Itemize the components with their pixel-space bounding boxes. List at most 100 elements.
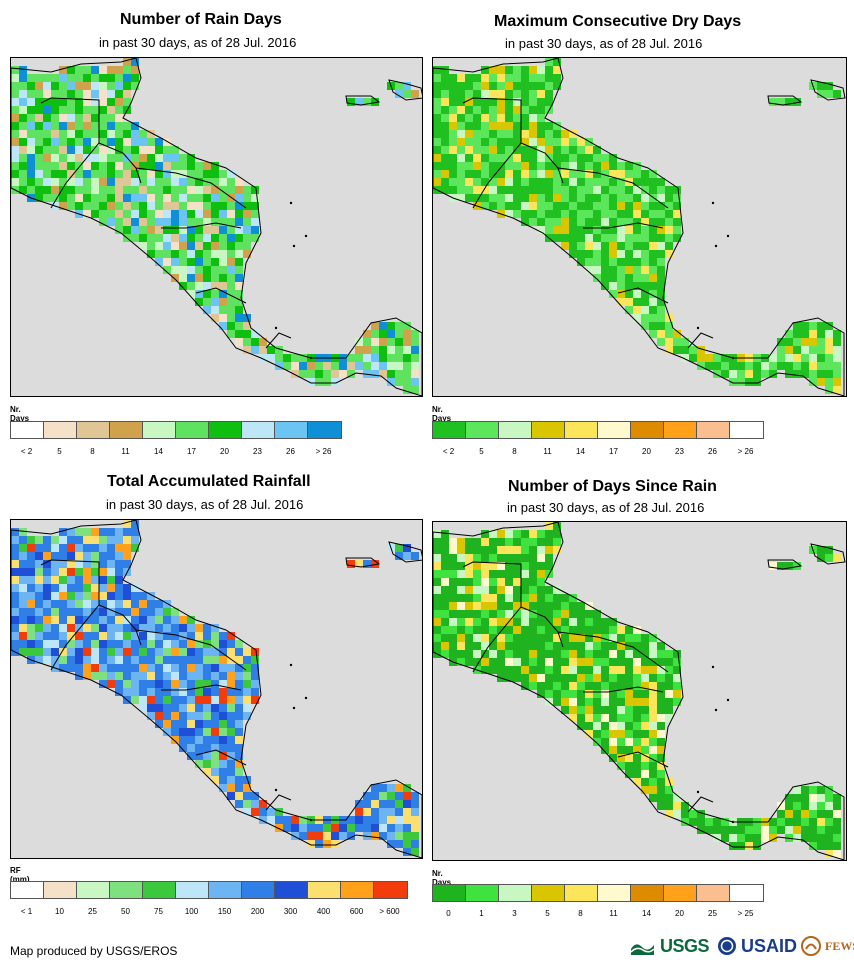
legend-swatch [341,882,374,898]
legend-tick-label: 0 [446,909,451,918]
coastline [11,58,422,396]
panel-title: Maximum Consecutive Dry Days [494,13,742,30]
legend-tick-label: 14 [154,447,163,456]
legend-swatch [44,422,77,438]
country-border [687,796,714,813]
legend-swatch [433,422,466,438]
legend-tick-label: 17 [187,447,196,456]
country-border [195,287,247,304]
country-border [161,222,242,229]
country-border [40,559,100,671]
legend-tick-label: 3 [512,909,517,918]
country-border [135,629,247,671]
legend-swatch [730,422,763,438]
legend-tick-label: 8 [90,447,95,456]
legend-swatch [565,885,598,901]
legend-tick-label: 26 [708,447,717,456]
panel-title: Number of Rain Days [120,11,282,28]
legend-tick-label: 1 [479,909,484,918]
legend-swatch [110,422,143,438]
rain-days-map [10,57,423,397]
legend-swatch [110,882,143,898]
legend-tick-label: 11 [609,909,618,918]
country-border [462,561,522,673]
legend-swatch [631,885,664,901]
legend-colorbar [10,421,342,439]
legend-units: Nr. Days [432,869,452,887]
country-border [557,167,669,209]
fews-net-logo: FEWS NET [825,938,854,953]
small-island [714,244,718,248]
land-grid [433,522,841,858]
legend-tick-label: > 600 [379,907,400,916]
small-island [309,356,313,360]
usgs-logo: USGS [660,935,710,956]
legend-swatch [664,885,697,901]
country-border [462,97,522,209]
usgs-logo-icon [630,944,655,955]
legend-swatch [631,422,664,438]
legend-tick-label: 5 [479,447,484,456]
small-island [292,706,296,710]
legend-tick-label: < 1 [20,907,33,916]
legend-colorbar [10,881,408,899]
country-border [98,142,142,184]
country-border [687,332,714,349]
legend-swatch [176,882,209,898]
land-grid [11,58,419,394]
small-island [696,326,700,330]
legend-swatch [499,422,532,438]
legend-ticks: < 2 5 8 11 14 17 20 23 26 > 26 [10,447,340,459]
country-border [557,631,669,673]
legend-swatch [532,422,565,438]
legend-tick-label: 23 [675,447,684,456]
country-border [265,332,292,349]
legend-tick-label: 17 [609,447,618,456]
coastline [433,58,846,396]
small-island [696,790,700,794]
legend-swatch [466,422,499,438]
usaid-seal-icon [718,937,737,955]
legend-tick-label: 14 [576,447,585,456]
small-island [309,818,313,822]
country-border [135,167,247,209]
legend-swatch [598,885,631,901]
legend-units: Nr. Days [10,405,30,423]
legend-tick-label: 8 [512,447,517,456]
country-border [583,686,664,693]
legend-tick-label: 150 [217,907,232,916]
small-island [274,326,278,330]
partner-logos: USGS USAID FEWS NET [630,930,854,962]
legend-tick-label: < 2 [442,447,455,456]
legend-tick-label: 20 [675,909,684,918]
legend-tick-label: 600 [349,907,364,916]
legend-tick-label: 75 [154,907,163,916]
legend-tick-label: 20 [220,447,229,456]
legend-tick-label: > 26 [315,447,332,456]
small-island [289,201,293,205]
legend-tick-label: 11 [543,447,552,456]
small-island [731,356,735,360]
small-island [731,820,735,824]
legend-colorbar [432,421,764,439]
legend-tick-label: < 2 [20,447,33,456]
legend-swatch [308,422,341,438]
country-border [265,794,292,811]
legend-swatch [466,885,499,901]
small-island [292,244,296,248]
legend-swatch [730,885,763,901]
legend-tick-label: 5 [57,447,62,456]
max-dry-days-map [432,57,847,397]
small-island [304,696,308,700]
legend-tick-label: > 26 [737,447,754,456]
fews-net-icon [801,936,822,956]
legend-swatch [209,882,242,898]
panel-title: Number of Days Since Rain [508,478,717,495]
legend-colorbar [432,884,764,902]
small-island [714,708,718,712]
small-island [289,663,293,667]
legend-tick-label: 23 [253,447,262,456]
country-border [520,606,564,648]
legend-swatch [532,885,565,901]
legend-ticks: 0 1 3 5 8 11 14 20 25 > 25 [432,909,762,921]
